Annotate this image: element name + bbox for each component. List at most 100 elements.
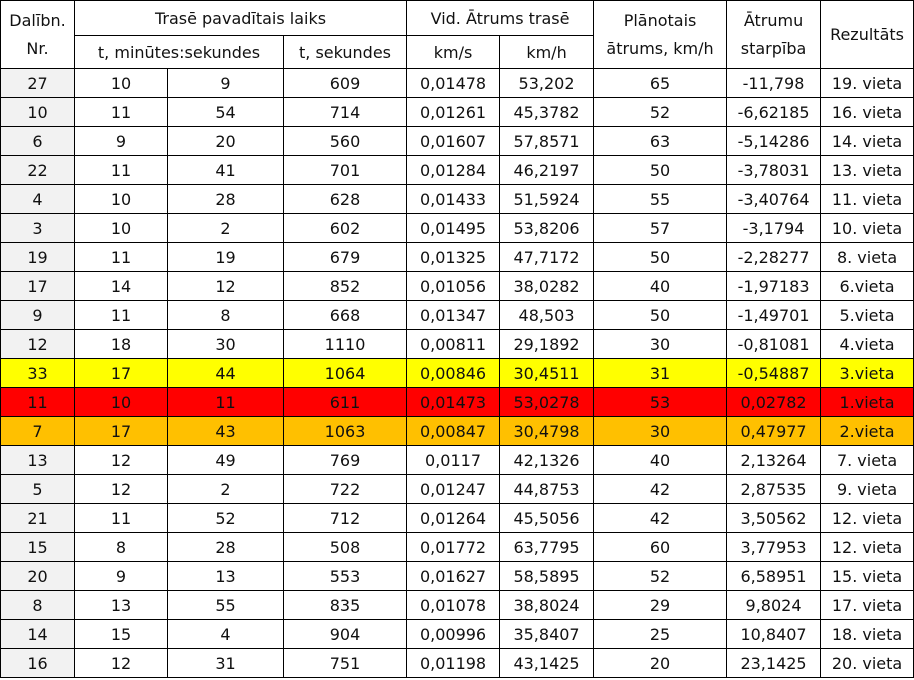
cell-seconds: 30 [167, 329, 284, 359]
cell-total-seconds: 751 [282, 648, 408, 678]
cell-result: 13. vieta [820, 155, 914, 185]
cell-speed-kms: 0,01347 [406, 300, 501, 330]
cell-nr: 17 [0, 271, 75, 301]
cell-nr: 5 [0, 474, 75, 504]
cell-speed-kms: 0,01264 [406, 503, 501, 533]
cell-planned-speed: 25 [593, 619, 728, 649]
cell-speed-kms: 0,01056 [406, 271, 501, 301]
cell-planned-speed: 52 [593, 97, 728, 127]
cell-seconds: 12 [167, 271, 284, 301]
table-row: 8 13 55 835 0,01078 38,8024 29 9,8024 17. vieta [0, 590, 914, 620]
cell-speed-kms: 0,01247 [406, 474, 501, 504]
cell-speed-kmh: 29,1892 [499, 329, 595, 359]
cell-seconds: 9 [167, 68, 284, 98]
cell-speed-kmh: 53,202 [499, 68, 595, 98]
cell-total-seconds: 1063 [282, 416, 408, 446]
cell-speed-kmh: 47,7172 [499, 242, 595, 272]
cell-result: 5.vieta [820, 300, 914, 330]
cell-speed-kms: 0,00847 [406, 416, 501, 446]
cell-result: 10. vieta [820, 213, 914, 243]
cell-planned-speed: 29 [593, 590, 728, 620]
cell-speed-diff: 6,58951 [726, 561, 822, 591]
cell-planned-speed: 50 [593, 155, 728, 185]
cell-speed-diff: -3,1794 [726, 213, 822, 243]
cell-planned-speed: 52 [593, 561, 728, 591]
cell-total-seconds: 668 [282, 300, 408, 330]
cell-speed-kmh: 45,5056 [499, 503, 595, 533]
cell-result: 12. vieta [820, 532, 914, 562]
cell-minutes: 12 [74, 474, 168, 504]
table-header: Dalībn. Nr. Trasē pavadītais laiks Vid. … [0, 0, 914, 69]
cell-seconds: 28 [167, 184, 284, 214]
table-row: 5 12 2 722 0,01247 44,8753 42 2,87535 9. vieta [0, 474, 914, 504]
cell-planned-speed: 31 [593, 358, 728, 388]
cell-nr: 19 [0, 242, 75, 272]
cell-minutes: 13 [74, 590, 168, 620]
cell-planned-speed: 40 [593, 271, 728, 301]
cell-speed-diff: 9,8024 [726, 590, 822, 620]
table-row: 6 9 20 560 0,01607 57,8571 63 -5,14286 14. vieta [0, 126, 914, 156]
cell-seconds: 31 [167, 648, 284, 678]
cell-planned-speed: 57 [593, 213, 728, 243]
cell-speed-diff: -6,62185 [726, 97, 822, 127]
cell-speed-diff: 10,8407 [726, 619, 822, 649]
cell-speed-kmh: 58,5895 [499, 561, 595, 591]
cell-minutes: 11 [74, 242, 168, 272]
cell-result: 11. vieta [820, 184, 914, 214]
cell-speed-kms: 0,01433 [406, 184, 501, 214]
cell-total-seconds: 714 [282, 97, 408, 127]
cell-result: 2.vieta [820, 416, 914, 446]
table-row: 15 8 28 508 0,01772 63,7795 60 3,77953 12. vieta [0, 532, 914, 562]
table-row: 11 10 11 611 0,01473 53,0278 53 0,02782 1.vieta [0, 387, 914, 417]
table-row: 20 9 13 553 0,01627 58,5895 52 6,58951 15. vieta [0, 561, 914, 591]
table-row: 14 15 4 904 0,00996 35,8407 25 10,8407 18. vieta [0, 619, 914, 649]
cell-speed-kms: 0,00996 [406, 619, 501, 649]
cell-seconds: 28 [167, 532, 284, 562]
cell-nr: 20 [0, 561, 75, 591]
cell-seconds: 49 [167, 445, 284, 475]
cell-total-seconds: 1064 [282, 358, 408, 388]
cell-speed-kms: 0,00811 [406, 329, 501, 359]
cell-seconds: 54 [167, 97, 284, 127]
cell-nr: 8 [0, 590, 75, 620]
cell-minutes: 12 [74, 445, 168, 475]
cell-nr: 27 [0, 68, 75, 98]
table-row: 10 11 54 714 0,01261 45,3782 52 -6,62185 16. vie… [0, 97, 914, 127]
header-time-group: Trasē pavadītais laiks [73, 0, 408, 36]
cell-minutes: 11 [74, 155, 168, 185]
cell-speed-kmh: 43,1425 [499, 648, 595, 678]
cell-seconds: 52 [167, 503, 284, 533]
cell-minutes: 11 [74, 503, 168, 533]
cell-result: 15. vieta [820, 561, 914, 591]
cell-speed-diff: -3,78031 [726, 155, 822, 185]
cell-nr: 4 [0, 184, 75, 214]
header-time-min-sec: t, minūtes:sekundes [74, 35, 284, 69]
cell-total-seconds: 722 [282, 474, 408, 504]
table-row: 9 11 8 668 0,01347 48,503 50 -1,49701 5.vieta [0, 300, 914, 330]
table-row: 21 11 52 712 0,01264 45,5056 42 3,50562 12. viet… [0, 503, 914, 533]
cell-speed-kmh: 35,8407 [499, 619, 595, 649]
table-row: 17 14 12 852 0,01056 38,0282 40 -1,97183 6.vieta [0, 271, 914, 301]
cell-nr: 15 [0, 532, 75, 562]
cell-speed-kms: 0,01261 [406, 97, 501, 127]
cell-speed-kmh: 46,2197 [499, 155, 595, 185]
cell-result: 8. vieta [820, 242, 914, 272]
cell-minutes: 10 [74, 213, 168, 243]
cell-result: 19. vieta [820, 68, 914, 98]
table-row: 3 10 2 602 0,01495 53,8206 57 -3,1794 10. vieta [0, 213, 914, 243]
cell-seconds: 43 [167, 416, 284, 446]
cell-speed-kmh: 51,5924 [499, 184, 595, 214]
cell-total-seconds: 679 [282, 242, 408, 272]
table-body: 27 10 9 609 0,01478 53,202 65 -11,798 19. vieta 1… [0, 68, 914, 678]
cell-planned-speed: 65 [593, 68, 728, 98]
cell-seconds: 4 [167, 619, 284, 649]
cell-speed-diff: 2,87535 [726, 474, 822, 504]
cell-speed-kmh: 44,8753 [499, 474, 595, 504]
header-diff: Ātrumu starpība [726, 0, 822, 69]
cell-speed-kms: 0,01772 [406, 532, 501, 562]
cell-total-seconds: 560 [282, 126, 408, 156]
cell-minutes: 9 [74, 126, 168, 156]
cell-planned-speed: 55 [593, 184, 728, 214]
cell-nr: 12 [0, 329, 75, 359]
cell-planned-speed: 50 [593, 300, 728, 330]
